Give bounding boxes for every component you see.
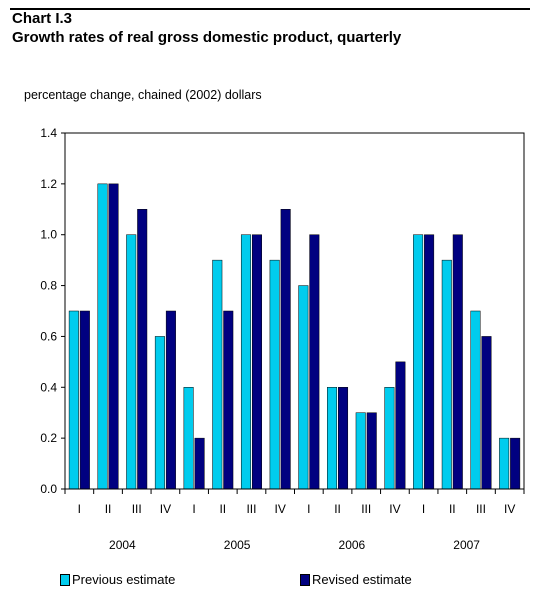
bar-previous [441, 259, 452, 490]
year-label: 2006 [339, 538, 366, 552]
bar-previous [499, 437, 510, 490]
bar-previous [470, 310, 481, 490]
y-tick-label: 0.6 [40, 329, 57, 343]
bar-previous [298, 285, 309, 490]
y-tick-label: 1.0 [40, 228, 57, 242]
y-tick-label: 1.2 [40, 177, 57, 191]
x-tick-label: II [334, 502, 341, 516]
x-tick-label: IV [160, 502, 171, 516]
bar-previous [355, 412, 366, 490]
x-tick-label: I [78, 502, 81, 516]
bar-revised [481, 336, 492, 490]
year-label: 2007 [453, 538, 480, 552]
bar-revised [79, 310, 90, 490]
bar-revised [165, 310, 176, 490]
chart-title: Growth rates of real gross domestic prod… [12, 29, 402, 46]
year-label: 2004 [109, 538, 136, 552]
bar-previous [240, 234, 251, 490]
bar-revised [395, 361, 406, 490]
legend-item-revised: Revised estimate [300, 572, 412, 587]
x-tick-label: IV [274, 502, 285, 516]
x-tick-label: I [307, 502, 310, 516]
legend-swatch-revised [300, 573, 310, 586]
bar-previous [384, 387, 395, 490]
legend-item-previous: Previous estimate [60, 572, 175, 587]
year-label: 2005 [224, 538, 251, 552]
x-tick-label: III [246, 502, 256, 516]
y-tick-label: 0.0 [40, 482, 57, 496]
bar-revised [338, 387, 349, 490]
bar-revised [452, 234, 463, 490]
unit-label: percentage change, chained (2002) dollar… [24, 88, 262, 102]
x-tick-label: I [422, 502, 425, 516]
x-tick-label: I [192, 502, 195, 516]
bar-revised [108, 183, 119, 490]
bar-previous [183, 387, 194, 490]
bar-revised [194, 437, 205, 490]
bar-revised [510, 437, 521, 490]
x-tick-label: II [449, 502, 456, 516]
bar-revised [309, 234, 320, 490]
bar-revised [280, 209, 291, 490]
bar-revised [137, 209, 148, 490]
bar-previous [327, 387, 338, 490]
bar-previous [212, 259, 223, 490]
top-rule [10, 8, 530, 10]
bar-revised [251, 234, 262, 490]
x-tick-label: II [219, 502, 226, 516]
bar-previous [97, 183, 108, 490]
x-tick-label: IV [389, 502, 400, 516]
bar-previous [68, 310, 79, 490]
x-tick-label: IV [504, 502, 515, 516]
x-tick-label: III [361, 502, 371, 516]
bar-previous [413, 234, 424, 490]
bar-previous [154, 336, 165, 490]
legend-label-revised: Revised estimate [312, 572, 412, 587]
x-tick-label: III [132, 502, 142, 516]
bar-previous [126, 234, 137, 490]
bar-previous [269, 259, 280, 490]
chart-number: Chart I.3 [12, 10, 73, 27]
x-tick-label: II [105, 502, 112, 516]
x-tick-label: III [476, 502, 486, 516]
bar-revised [366, 412, 377, 490]
bar-revised [424, 234, 435, 490]
y-tick-label: 1.4 [40, 126, 57, 140]
bar-revised [223, 310, 234, 490]
legend-swatch-previous [60, 573, 70, 586]
legend-label-previous: Previous estimate [72, 572, 176, 587]
y-tick-label: 0.4 [40, 380, 57, 394]
y-tick-label: 0.2 [40, 431, 57, 445]
y-tick-label: 0.8 [40, 279, 57, 293]
